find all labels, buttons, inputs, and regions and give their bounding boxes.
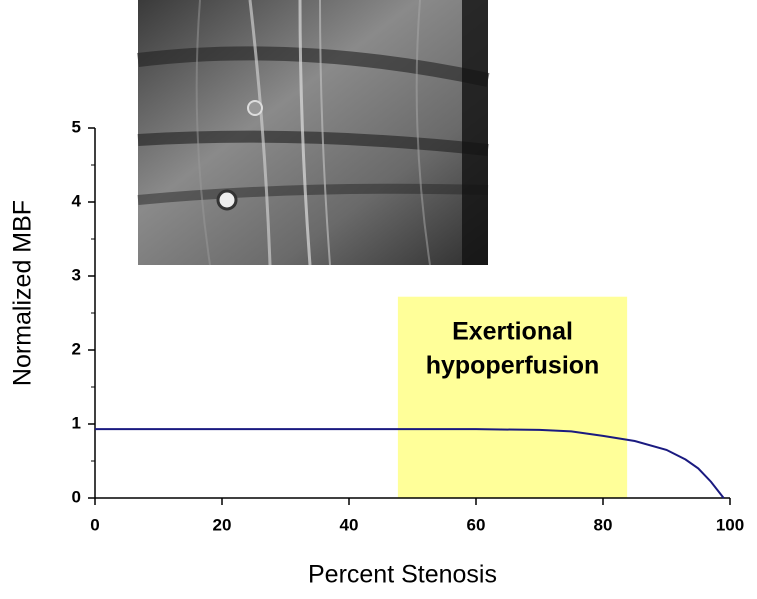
x-tick-label: 80 (594, 515, 613, 534)
micrograph-image (137, 0, 490, 266)
x-tick-label: 100 (716, 515, 744, 534)
y-tick-label: 1 (72, 413, 81, 432)
annotation: hypoperfusion (426, 351, 600, 379)
y-tick-label: 3 (72, 265, 81, 284)
y-tick-label: 2 (72, 339, 81, 358)
x-tick-label: 60 (467, 515, 486, 534)
y-tick-label: 4 (72, 191, 82, 210)
x-tick-label: 0 (90, 515, 99, 534)
data-line (95, 428, 725, 499)
y-tick-label: 0 (72, 487, 81, 506)
y-axis-title: Normalized MBF (9, 200, 37, 386)
y-tick-label: 5 (72, 117, 81, 136)
x-tick-label: 40 (340, 515, 359, 534)
x-tick-label: 20 (213, 515, 232, 534)
annotation: Exertional (452, 317, 573, 345)
x-axis-title: Percent Stenosis (308, 561, 497, 589)
shaded-region (397, 296, 628, 498)
